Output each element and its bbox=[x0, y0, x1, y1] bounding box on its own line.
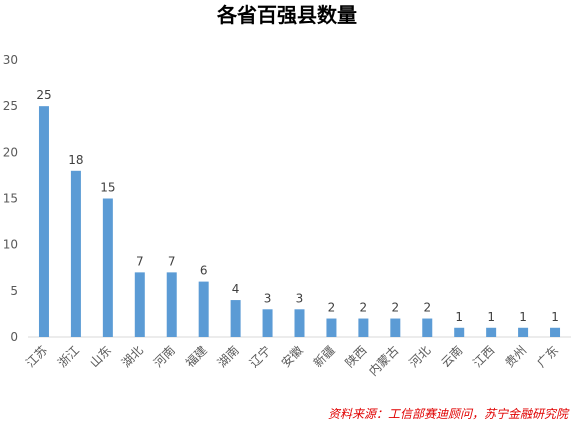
data-label: 15 bbox=[100, 181, 115, 195]
category-label: 辽宁 bbox=[246, 343, 274, 371]
category-label: 云南 bbox=[438, 343, 466, 371]
y-tick-label: 20 bbox=[3, 145, 18, 159]
category-label: 内蒙古 bbox=[365, 343, 401, 379]
category-label: 河北 bbox=[407, 343, 434, 370]
data-label: 1 bbox=[487, 310, 495, 324]
bar bbox=[134, 272, 145, 337]
data-label: 4 bbox=[232, 282, 240, 296]
bar bbox=[102, 198, 113, 337]
bar bbox=[454, 327, 465, 337]
bar bbox=[518, 327, 529, 337]
y-tick-label: 25 bbox=[3, 99, 18, 113]
bar bbox=[38, 106, 49, 338]
data-label: 18 bbox=[68, 153, 83, 167]
bar bbox=[198, 281, 209, 337]
y-tick-label: 15 bbox=[3, 192, 18, 206]
data-label: 7 bbox=[168, 254, 176, 268]
data-label: 6 bbox=[200, 264, 208, 278]
bar bbox=[262, 309, 273, 337]
data-label: 2 bbox=[360, 301, 368, 315]
bar bbox=[70, 170, 81, 337]
category-label: 江苏 bbox=[23, 343, 50, 370]
chart-title: 各省百强县数量 bbox=[216, 3, 357, 27]
data-label: 3 bbox=[264, 291, 272, 305]
category-label: 浙江 bbox=[55, 343, 82, 370]
bars bbox=[38, 106, 561, 338]
source-note: 资料来源：工信部赛迪顾问，苏宁金融研究院 bbox=[328, 407, 570, 421]
data-labels: 25 18 15 7 7 6 4 3 3 2 2 2 2 1 1 1 1 bbox=[36, 88, 559, 324]
bar bbox=[422, 318, 433, 337]
data-label: 2 bbox=[392, 301, 400, 315]
bar bbox=[550, 327, 561, 337]
category-label: 河南 bbox=[150, 343, 178, 371]
category-label: 江西 bbox=[470, 343, 497, 370]
y-tick-label: 0 bbox=[10, 330, 18, 344]
bar bbox=[358, 318, 369, 337]
category-label: 陕西 bbox=[342, 343, 370, 371]
category-label: 湖北 bbox=[118, 343, 146, 371]
category-label: 安徽 bbox=[278, 343, 306, 371]
bar bbox=[230, 300, 241, 337]
data-label: 1 bbox=[455, 310, 463, 324]
data-label: 3 bbox=[296, 291, 304, 305]
bar bbox=[294, 309, 305, 337]
data-label: 1 bbox=[519, 310, 527, 324]
bar bbox=[486, 327, 497, 337]
bar bbox=[390, 318, 401, 337]
data-label: 1 bbox=[551, 310, 559, 324]
bar bbox=[326, 318, 337, 337]
y-axis-ticks: 0 5 10 15 20 25 30 bbox=[3, 53, 18, 344]
y-tick-label: 10 bbox=[3, 238, 18, 252]
y-tick-label: 30 bbox=[3, 53, 18, 67]
category-label: 福建 bbox=[182, 343, 210, 371]
data-label: 7 bbox=[136, 254, 144, 268]
data-label: 2 bbox=[423, 301, 431, 315]
data-label: 2 bbox=[328, 301, 336, 315]
category-label: 广东 bbox=[534, 343, 561, 370]
category-label: 湖南 bbox=[214, 343, 242, 371]
category-label: 山东 bbox=[87, 343, 114, 370]
data-label: 25 bbox=[36, 88, 51, 102]
category-label: 新疆 bbox=[310, 343, 338, 371]
bar bbox=[166, 272, 177, 337]
category-label: 贵州 bbox=[502, 343, 529, 370]
y-tick-label: 5 bbox=[10, 284, 18, 298]
